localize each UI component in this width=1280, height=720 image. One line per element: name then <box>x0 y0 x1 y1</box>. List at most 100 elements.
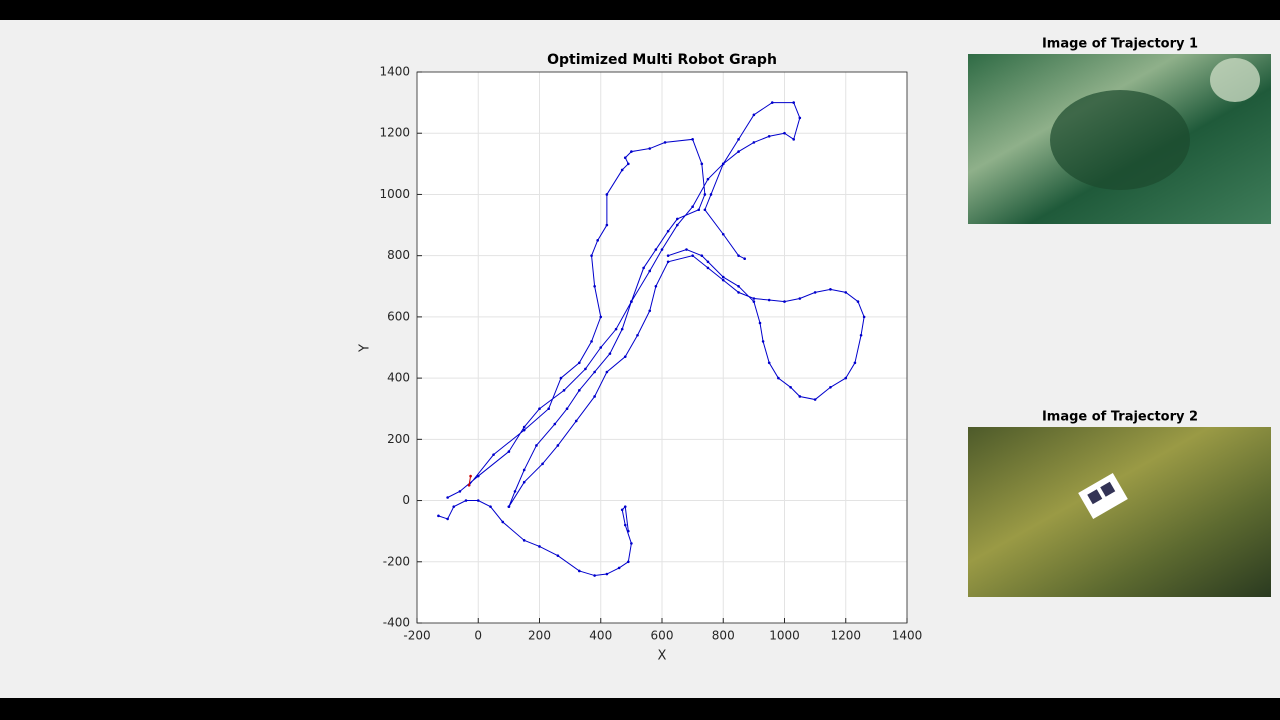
trajectory-node <box>599 346 603 349</box>
trajectory-node <box>464 499 468 502</box>
trajectory-node <box>590 254 593 257</box>
trajectory-node <box>706 260 710 264</box>
trajectory-node <box>648 269 652 273</box>
trajectory-node <box>721 232 725 236</box>
trajectory-node <box>476 474 480 478</box>
trajectory-node <box>844 376 848 380</box>
trajectory-node <box>666 260 670 264</box>
x-tick-label: 1000 <box>769 629 800 643</box>
trajectory-image <box>968 427 1271 597</box>
trajectory-node <box>844 291 848 294</box>
trajectory-node <box>562 389 566 392</box>
trajectory-node <box>522 428 526 432</box>
trajectory-node <box>452 505 456 508</box>
trajectory-node <box>492 453 495 456</box>
trajectory-node <box>721 162 725 166</box>
trajectory-node <box>752 297 756 300</box>
trajectory-node <box>501 520 505 524</box>
trajectory-node <box>469 474 472 478</box>
trajectory-node <box>636 333 639 337</box>
trajectory-node <box>660 248 664 251</box>
image-detail <box>1050 90 1190 190</box>
y-tick-label: -200 <box>383 554 410 568</box>
x-tick-label: 1200 <box>830 629 861 643</box>
trajectory-node <box>767 298 771 302</box>
image-title: Image of Trajectory 1 <box>1042 37 1198 52</box>
trajectory-node <box>737 150 740 153</box>
trajectory-node <box>617 566 621 570</box>
trajectory-node <box>648 147 652 150</box>
trajectory-node <box>642 266 645 270</box>
trajectory-node <box>676 217 679 221</box>
trajectory-node <box>620 168 624 172</box>
trajectory-node <box>706 177 710 181</box>
trajectory-node <box>767 134 771 138</box>
trajectory-node <box>593 370 596 374</box>
trajectory-node <box>798 116 802 120</box>
trajectory-node <box>856 300 860 303</box>
trajectory-node <box>859 333 863 337</box>
trajectory-node <box>623 355 627 358</box>
trajectory-node <box>630 542 633 545</box>
trajectory-node <box>691 254 694 257</box>
trajectory-node <box>467 483 471 487</box>
trajectory-node <box>648 309 652 313</box>
trajectory-node <box>853 361 857 365</box>
y-axis-label: Y <box>358 344 373 353</box>
trajectory-node <box>507 450 511 453</box>
trajectory-node <box>593 284 596 288</box>
y-tick-label: 200 <box>387 432 410 446</box>
trajectory-node <box>559 376 563 380</box>
trajectory-node <box>697 208 701 212</box>
trajectory-node <box>798 395 802 398</box>
trajectory-line <box>468 475 472 486</box>
trajectory-node <box>578 569 581 573</box>
trajectory-node <box>605 572 609 576</box>
x-tick-label: -200 <box>403 629 430 643</box>
trajectory-node <box>605 370 609 374</box>
x-tick-label: 200 <box>528 629 551 643</box>
trajectory-node <box>767 361 771 365</box>
trajectory-node <box>709 193 713 196</box>
trajectory-node <box>792 101 795 104</box>
trajectory-node <box>627 162 630 166</box>
y-tick-label: 1000 <box>379 187 410 201</box>
trajectory-node <box>737 284 740 288</box>
trajectory-node <box>777 376 780 380</box>
trajectory-node <box>593 574 596 577</box>
trajectory-node <box>541 462 544 466</box>
trajectory-node <box>813 398 817 401</box>
trajectory-node <box>620 508 624 512</box>
x-tick-label: 600 <box>651 629 674 643</box>
trajectory-node <box>593 395 596 398</box>
trajectory-node <box>761 340 765 343</box>
trajectory-node <box>758 321 762 325</box>
trajectory-node <box>623 156 627 160</box>
trajectory-node <box>654 284 658 288</box>
trajectory-node <box>706 266 710 270</box>
trajectory-node <box>737 291 740 294</box>
trajectory-node <box>578 361 581 365</box>
trajectory-node <box>507 505 511 508</box>
trajectory-node <box>590 340 593 343</box>
trajectory-node <box>770 101 774 104</box>
trajectory-node <box>630 150 633 153</box>
trajectory-node <box>691 138 694 141</box>
trajectory-node <box>522 468 526 472</box>
trajectory-node <box>446 517 449 521</box>
trajectory-node <box>685 248 688 251</box>
trajectory-node <box>599 315 603 319</box>
trajectory-node <box>476 499 480 502</box>
trajectory-node <box>556 554 560 557</box>
trajectory-node <box>676 223 679 227</box>
trajectory-node <box>614 327 618 331</box>
trajectory-node <box>458 490 462 493</box>
trajectory-node <box>666 254 670 257</box>
chart-title: Optimized Multi Robot Graph <box>547 52 777 68</box>
y-tick-label: 1400 <box>379 65 410 79</box>
trajectory-node <box>596 239 599 242</box>
x-axis-label: X <box>658 649 667 664</box>
trajectory-node <box>608 352 612 355</box>
y-tick-label: 1200 <box>379 126 410 140</box>
